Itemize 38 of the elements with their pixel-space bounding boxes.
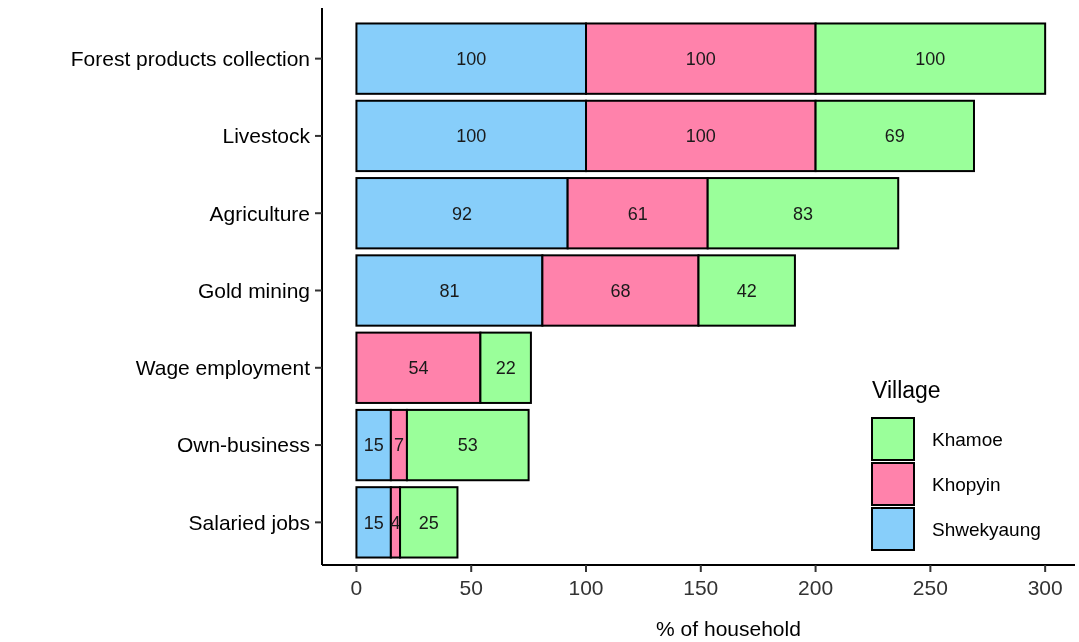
x-tick-label: 200 bbox=[798, 576, 834, 599]
data-label: 15 bbox=[363, 435, 384, 456]
y-tick-label: Livestock bbox=[222, 124, 311, 148]
x-tick-label: 250 bbox=[912, 576, 948, 599]
data-label: 22 bbox=[495, 358, 516, 379]
data-label: 7 bbox=[393, 435, 404, 456]
y-tick-label: Gold mining bbox=[197, 278, 310, 302]
data-label: 100 bbox=[915, 48, 946, 69]
data-label: 100 bbox=[456, 48, 487, 69]
legend-title: Village bbox=[872, 377, 941, 403]
y-tick-label: Own-business bbox=[176, 433, 310, 457]
data-label: 54 bbox=[408, 358, 429, 379]
data-label: 81 bbox=[439, 280, 460, 301]
data-label: 53 bbox=[457, 435, 478, 456]
data-label: 100 bbox=[685, 48, 716, 69]
y-tick-label: Agriculture bbox=[209, 201, 310, 225]
data-label: 68 bbox=[610, 280, 631, 301]
x-tick-label: 50 bbox=[459, 576, 483, 599]
x-tick-label: 150 bbox=[683, 576, 719, 599]
x-tick-label: 300 bbox=[1027, 576, 1063, 599]
x-axis-title: % of household bbox=[656, 617, 801, 640]
y-tick-label: Salaried jobs bbox=[188, 510, 310, 534]
data-label: 100 bbox=[685, 126, 716, 147]
legend-label: Khopyin bbox=[932, 473, 1001, 495]
data-label: 69 bbox=[884, 126, 905, 147]
x-tick-label: 0 bbox=[350, 576, 363, 599]
data-label: 100 bbox=[456, 126, 487, 147]
legend-label: Khamoe bbox=[932, 428, 1003, 450]
data-label: 83 bbox=[792, 203, 813, 224]
data-label: 42 bbox=[736, 280, 757, 301]
data-label: 61 bbox=[627, 203, 648, 224]
data-label: 25 bbox=[418, 512, 439, 533]
x-tick-label: 100 bbox=[568, 576, 604, 599]
y-tick-label: Wage employment bbox=[135, 356, 311, 380]
legend-label: Shwekyaung bbox=[932, 518, 1041, 540]
data-label: 15 bbox=[363, 512, 384, 533]
y-tick-label: Forest products collection bbox=[70, 46, 310, 70]
data-label: 92 bbox=[452, 203, 473, 224]
